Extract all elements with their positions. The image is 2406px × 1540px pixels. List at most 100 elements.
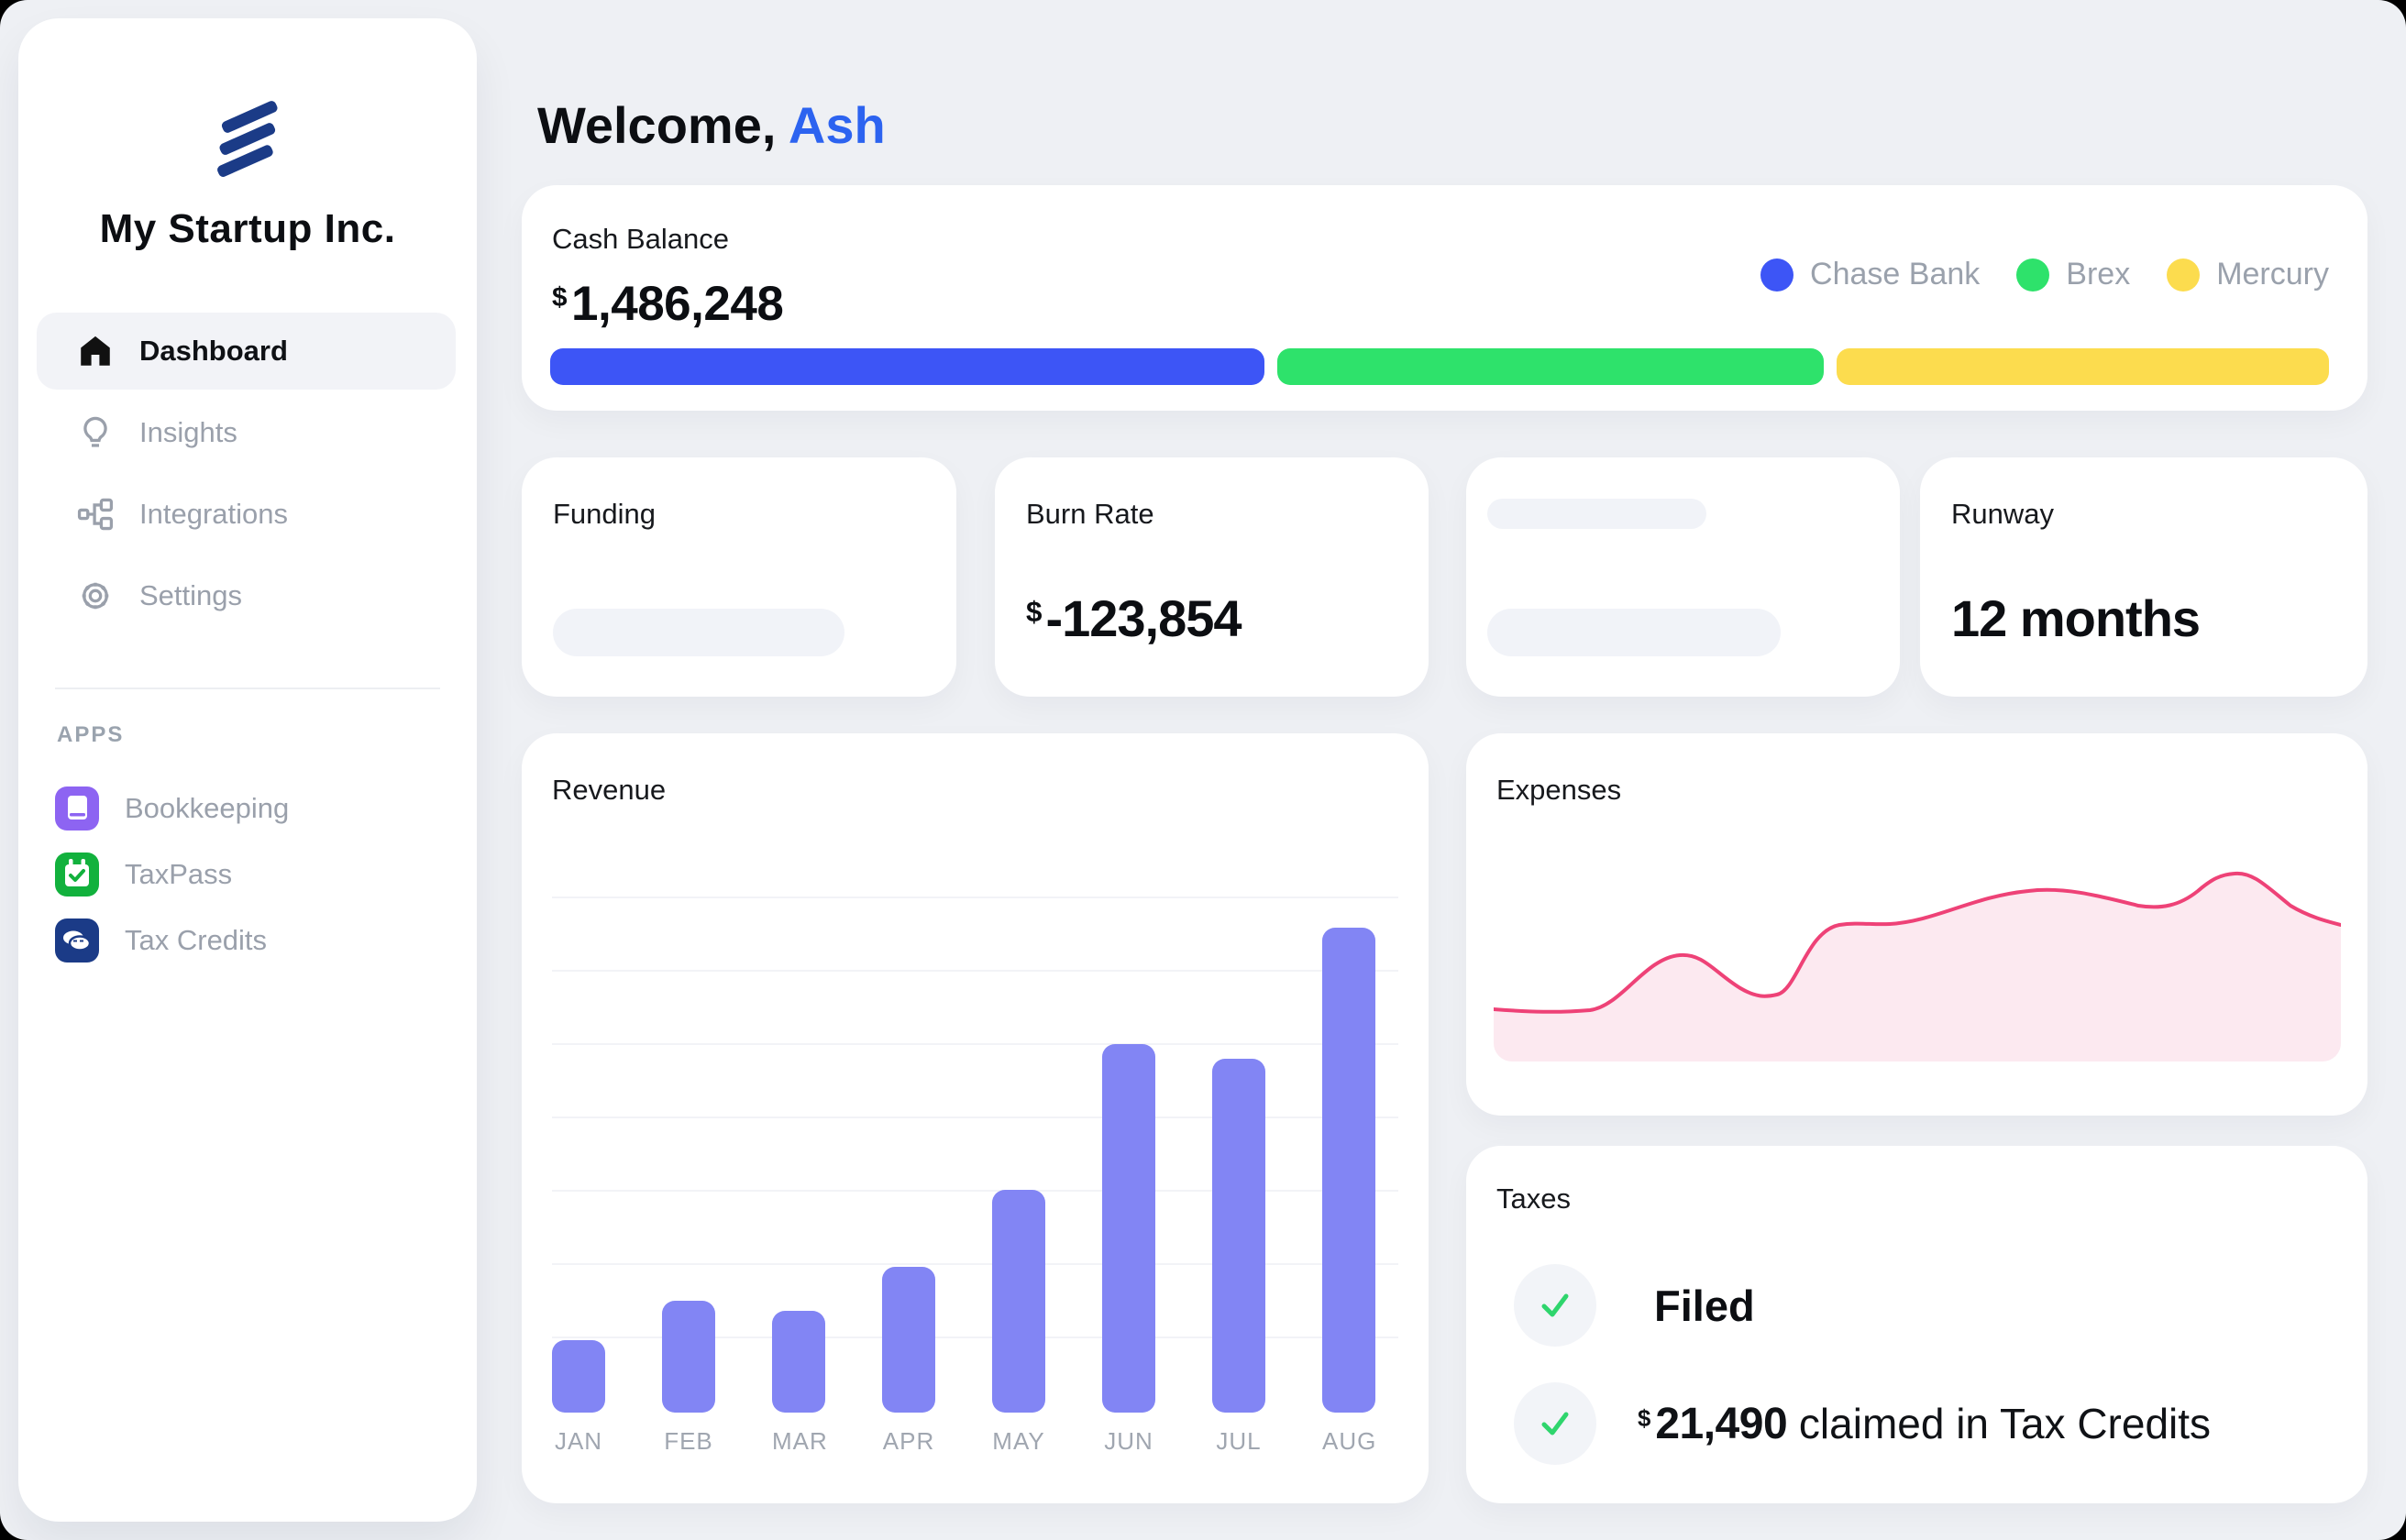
- app-item-taxpass[interactable]: TaxPass: [55, 842, 456, 908]
- legend-dot: [1760, 258, 1794, 292]
- currency-symbol: $: [1638, 1405, 1651, 1432]
- bar-segment-chase-bank: [550, 348, 1264, 385]
- funding-card: Funding: [522, 457, 956, 697]
- company-logo-icon: [217, 101, 278, 177]
- sidebar-item-label: Settings: [139, 579, 243, 611]
- revenue-title: Revenue: [552, 774, 667, 806]
- expenses-card: Expenses: [1466, 733, 2367, 1116]
- revenue-bar-jul: [1212, 1059, 1265, 1413]
- welcome-greeting: Welcome,: [537, 96, 777, 154]
- sidebar-item-dashboard[interactable]: Dashboard: [37, 313, 456, 390]
- welcome-username: Ash: [788, 96, 886, 154]
- check-icon: [1541, 1412, 1569, 1436]
- legend-item-mercury: Mercury: [2167, 257, 2329, 292]
- app-item-label: Tax Credits: [125, 924, 268, 956]
- x-tick: AUG: [1322, 1427, 1377, 1455]
- credits-amount: 21,490: [1655, 1399, 1788, 1448]
- burn-rate-value: $-123,854: [1026, 589, 1242, 647]
- sidebar-item-label: Integrations: [139, 498, 288, 530]
- sidebar-nav: Dashboard Insights Integrations: [37, 313, 456, 639]
- x-tick: MAR: [772, 1427, 828, 1455]
- revenue-bar-apr: [882, 1267, 935, 1413]
- x-tick: FEB: [664, 1427, 713, 1455]
- company-name: My Startup Inc.: [99, 206, 396, 251]
- legend-label: Chase Bank: [1810, 257, 1981, 292]
- sidebar-item-label: Insights: [139, 416, 237, 448]
- sidebar-divider: [55, 688, 440, 689]
- legend-item-brex: Brex: [2016, 257, 2130, 292]
- legend-dot: [2167, 258, 2201, 292]
- burn-rate-title: Burn Rate: [1026, 498, 1154, 530]
- bar-segment-mercury: [1837, 348, 2329, 385]
- credits-suffix: claimed in Tax Credits: [1798, 1399, 2212, 1447]
- runway-card: Runway 12 months: [1920, 457, 2367, 697]
- cash-allocation-bar: [550, 348, 2329, 385]
- currency-symbol: $: [1026, 596, 1042, 629]
- x-tick: APR: [882, 1427, 935, 1455]
- expenses-area-path: [1494, 873, 2341, 1062]
- integrations-icon: [77, 498, 114, 531]
- bar-segment-brex: [1276, 348, 1825, 385]
- legend-item-chase-bank: Chase Bank: [1760, 257, 1980, 292]
- funding-title: Funding: [553, 498, 657, 530]
- revenue-bar-jun: [1102, 1044, 1155, 1413]
- page-title: Welcome, Ash: [537, 95, 886, 155]
- funding-placeholder: [553, 609, 844, 656]
- coins-icon: [55, 918, 99, 962]
- revenue-bar-may: [992, 1190, 1045, 1413]
- revenue-card: Revenue JAN FEB MAR APR MAY JUN JUL AUG: [522, 733, 1429, 1503]
- legend-label: Mercury: [2216, 257, 2329, 292]
- expenses-title: Expenses: [1496, 774, 1622, 806]
- burn-rate-card: Burn Rate $-123,854: [995, 457, 1429, 697]
- expenses-area-chart: [1494, 825, 2341, 1062]
- apps-list: Bookkeeping TaxPass: [55, 776, 456, 974]
- revenue-bar-feb: [662, 1301, 715, 1413]
- check-circle: [1514, 1382, 1596, 1465]
- taxes-credits-row: $21,490 claimed in Tax Credits: [1514, 1382, 2211, 1465]
- cash-balance-title: Cash Balance: [552, 223, 730, 255]
- sidebar: My Startup Inc. Dashboard Insights: [18, 18, 477, 1522]
- title-placeholder: [1487, 499, 1706, 529]
- taxes-filed-row: Filed: [1514, 1264, 1755, 1347]
- check-circle: [1514, 1264, 1596, 1347]
- currency-symbol: $: [552, 282, 568, 314]
- runway-title: Runway: [1951, 498, 2054, 530]
- app-item-tax-credits[interactable]: Tax Credits: [55, 908, 456, 974]
- taxes-title: Taxes: [1496, 1182, 1571, 1215]
- expenses-line-path: [1494, 871, 2341, 1014]
- x-tick: JUN: [1104, 1427, 1153, 1455]
- sidebar-item-settings[interactable]: Settings: [37, 557, 456, 634]
- revenue-bar-jan: [552, 1340, 605, 1413]
- home-icon: [81, 336, 110, 366]
- gear-icon: [82, 582, 109, 610]
- calendar-check-icon: [55, 852, 99, 896]
- taxes-card: Taxes Filed $21,490 claimed in Tax Credi…: [1466, 1146, 2367, 1503]
- sidebar-item-integrations[interactable]: Integrations: [37, 476, 456, 553]
- revenue-bar-mar: [772, 1311, 825, 1413]
- x-tick: JUL: [1216, 1427, 1262, 1455]
- accounts-legend: Chase Bank Brex Mercury: [1760, 257, 2329, 292]
- apps-section-label: APPS: [57, 722, 125, 747]
- legend-label: Brex: [2066, 257, 2131, 292]
- x-tick: MAY: [992, 1427, 1045, 1455]
- sidebar-item-insights[interactable]: Insights: [37, 394, 456, 471]
- taxes-filed-label: Filed: [1654, 1281, 1755, 1330]
- check-icon: [1541, 1293, 1569, 1317]
- lightbulb-icon: [83, 416, 107, 447]
- sidebar-item-label: Dashboard: [139, 335, 288, 367]
- app-item-label: Bookkeeping: [125, 792, 290, 824]
- revenue-bar-aug: [1322, 928, 1375, 1413]
- x-tick: JAN: [554, 1427, 603, 1455]
- runway-value: 12 months: [1951, 589, 2201, 647]
- cash-balance-amount: $1,486,248: [552, 277, 784, 331]
- taxes-credits-text: $21,490 claimed in Tax Credits: [1638, 1399, 2211, 1449]
- revenue-bar-chart: [552, 896, 1375, 1413]
- book-icon: [55, 786, 99, 830]
- value-placeholder: [1487, 609, 1781, 656]
- app-item-label: TaxPass: [125, 858, 233, 890]
- revenue-x-axis: JAN FEB MAR APR MAY JUN JUL AUG: [552, 1427, 1375, 1456]
- legend-dot: [2016, 258, 2050, 292]
- cash-balance-card: Cash Balance $1,486,248 Chase Bank Brex …: [522, 185, 2367, 411]
- app-item-bookkeeping[interactable]: Bookkeeping: [55, 776, 456, 842]
